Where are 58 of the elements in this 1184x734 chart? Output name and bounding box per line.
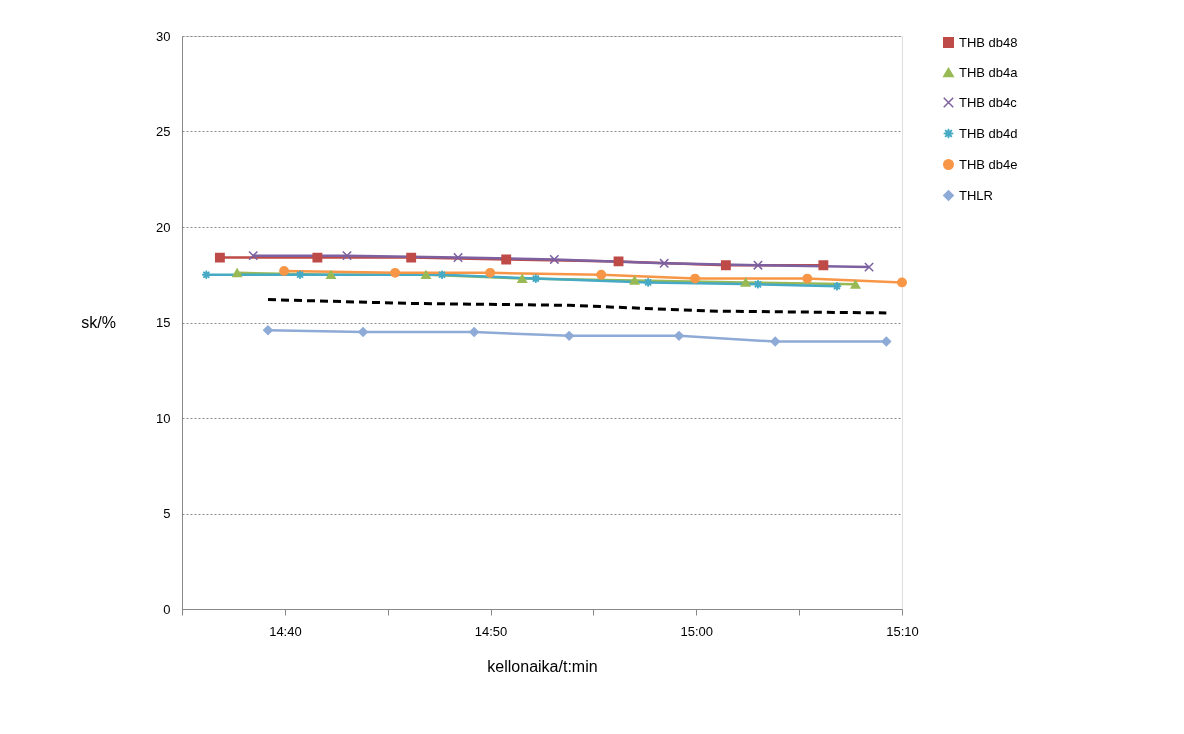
point	[437, 269, 447, 280]
y-tick-label: 0	[163, 601, 171, 617]
point	[326, 270, 336, 280]
point	[279, 266, 289, 276]
line-series	[266, 298, 888, 315]
point	[629, 276, 640, 285]
point	[850, 279, 861, 289]
point	[674, 330, 684, 341]
point	[613, 256, 624, 267]
point	[232, 268, 243, 278]
y-tick-label: 20	[156, 219, 171, 235]
point	[832, 281, 842, 292]
x-axis-title: kellonaika/t:min	[487, 657, 598, 675]
point	[659, 258, 670, 269]
point	[406, 252, 417, 263]
point	[818, 260, 829, 271]
point	[453, 252, 464, 263]
y-tick-label: 10	[156, 410, 171, 426]
point	[469, 327, 480, 337]
point	[596, 269, 607, 280]
point	[312, 252, 323, 263]
point	[864, 262, 874, 273]
legend-label: THB db4e	[959, 156, 1018, 172]
point	[342, 250, 352, 261]
x-tick-label: 15:00	[680, 623, 714, 639]
point	[897, 277, 907, 288]
y-tick-label: 15	[156, 315, 171, 330]
point	[501, 254, 512, 265]
point	[753, 279, 763, 290]
point	[517, 274, 528, 283]
x-tick-label: 14:50	[474, 623, 508, 639]
y-axis-title: sk/%	[81, 314, 117, 331]
point	[263, 325, 273, 336]
point	[485, 267, 496, 278]
point	[770, 336, 781, 347]
point	[753, 260, 763, 271]
point	[390, 267, 401, 278]
point	[720, 260, 731, 271]
y-tick-label: 30	[156, 28, 171, 44]
legend-label: THB db4a	[959, 64, 1019, 80]
point	[358, 327, 368, 337]
x-tick-label: 14:40	[269, 623, 302, 639]
legend-label: THB db4c	[959, 94, 1018, 110]
legend-label: THLR	[959, 187, 993, 203]
point	[248, 250, 259, 261]
point	[549, 254, 560, 265]
y-tick-label: 25	[156, 124, 171, 139]
y-tick-label: 5	[163, 506, 171, 521]
legend-label: THB db48	[959, 34, 1018, 50]
point	[690, 273, 700, 284]
point	[564, 330, 575, 341]
point	[421, 270, 431, 280]
x-tick-label: 15:10	[886, 623, 919, 639]
point	[740, 278, 751, 287]
point	[214, 252, 225, 263]
point	[881, 336, 892, 347]
point	[802, 273, 813, 284]
legend-label: THB db4d	[959, 125, 1018, 141]
